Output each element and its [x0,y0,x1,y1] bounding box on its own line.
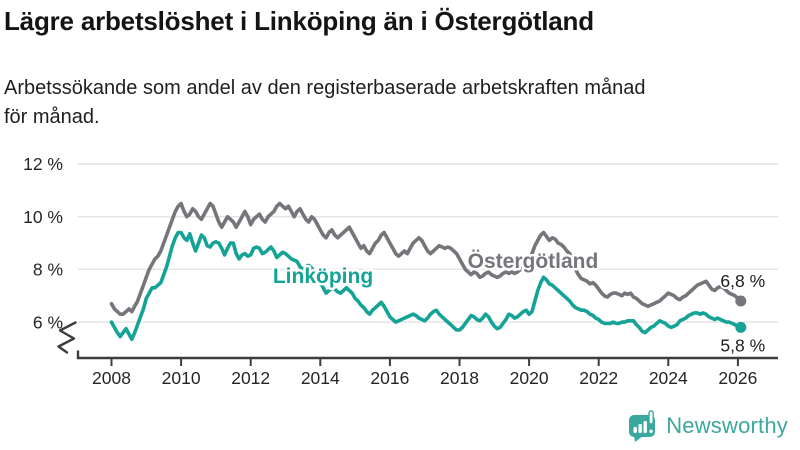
speech-bubble-tail [634,436,644,442]
x-axis-line [76,350,778,360]
page-title: Lägre arbetslöshet i Linköping än i Öste… [4,6,594,36]
x-axis: 2008 2010 2012 2014 2016 2018 2020 2022 2024 2026 [76,350,778,388]
subtitle: Arbetssökande som andel av den registerb… [4,74,646,132]
x-tick-label-2014: 2014 [301,368,340,388]
linkoping-end-value-label: 5,8 % [720,335,765,355]
newsworthy-icon [629,410,656,442]
ostergotland-line [109,201,743,316]
y-tick-label-10: 10 % [23,207,63,227]
subtitle-line-2: för månad. [4,106,100,128]
linkoping-end-dot [735,321,747,333]
ostergotland-end-dot [735,295,747,307]
gridlines [78,163,778,323]
x-tick-label-2018: 2018 [440,368,479,388]
subtitle-line-1: Arbetssökande som andel av den registerb… [4,77,646,99]
y-tick-label-6: 6 % [33,312,63,332]
x-tick-label-2010: 2010 [162,368,201,388]
x-tick-label-2024: 2024 [649,368,688,388]
ostergotland-series-label: Östergötland [468,250,599,273]
linkoping-line [109,230,743,341]
y-axis-break-marker [57,321,77,354]
x-tick-label-2022: 2022 [579,368,618,388]
x-tick-label-2026: 2026 [718,368,757,388]
y-axis-tick-labels: 6 % 8 % 10 % 12 % [23,154,63,332]
newsworthy-wordmark: Newsworthy [666,413,788,438]
y-tick-label-12: 12 % [23,154,63,174]
x-tick-label-2008: 2008 [92,368,131,388]
x-tick-label-2012: 2012 [231,368,270,388]
y-tick-label-8: 8 % [33,260,63,280]
x-tick-label-2016: 2016 [370,368,409,388]
ostergotland-end-value-label: 6,8 % [720,271,765,291]
linkoping-series-label: Linköping [273,265,373,288]
x-tick-label-2020: 2020 [510,368,549,388]
newsworthy-logo: Newsworthy [628,410,788,442]
